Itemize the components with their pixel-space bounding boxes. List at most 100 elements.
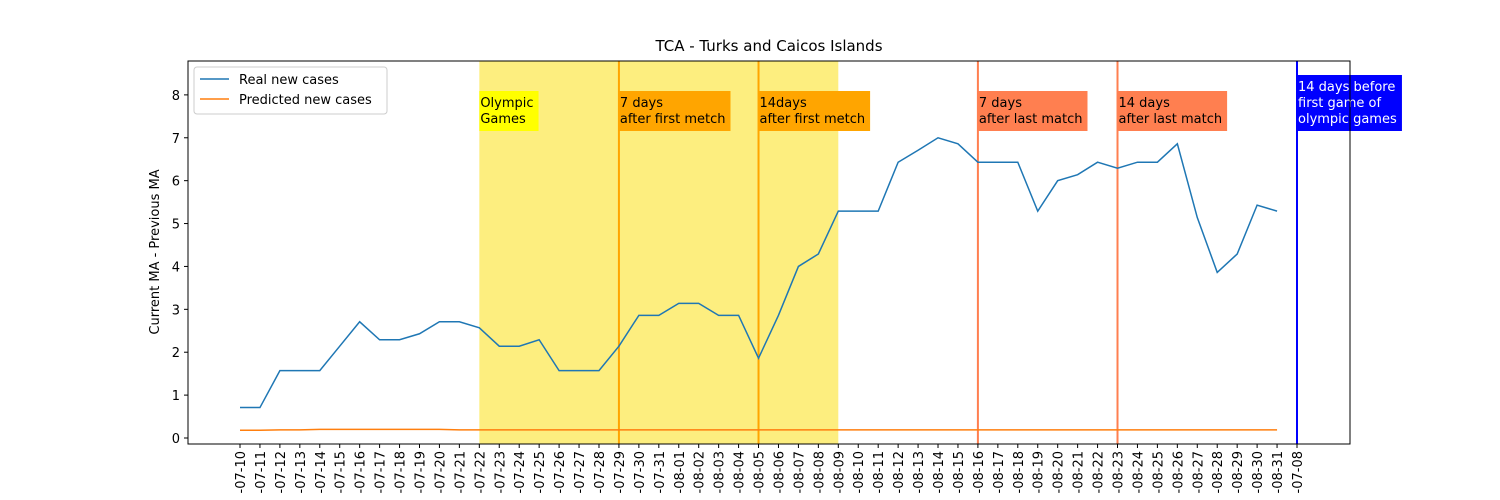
- x-tick-label: -08-27: [1191, 451, 1206, 493]
- x-tick-label: -08-07: [792, 451, 807, 493]
- annotation: 7 days after last match: [977, 91, 1088, 131]
- x-tick-label: -07-26: [553, 451, 568, 493]
- x-tick-label: -07-15: [334, 451, 349, 493]
- annotation: 14 days before first game of olympic games: [1297, 75, 1402, 131]
- x-tick-label: -07-22: [473, 451, 488, 493]
- x-tick-label: -07-13: [294, 451, 309, 493]
- x-tick-label: -08-23: [1112, 451, 1127, 493]
- x-tick-label: -08-08: [812, 451, 827, 493]
- annotation-line: 7 days: [979, 96, 1022, 111]
- x-tick-label: -08-15: [952, 451, 967, 493]
- x-tick-label: -08-19: [1032, 451, 1047, 493]
- x-tick-label: -08-02: [693, 451, 708, 493]
- x-tick-label: -07-20: [433, 451, 448, 493]
- x-tick-label: -07-29: [613, 451, 628, 493]
- x-tick-label: -07-08: [1291, 451, 1306, 493]
- x-tick-label: -08-24: [1131, 451, 1146, 493]
- annotation-box: [479, 91, 539, 131]
- x-tick-label: -08-10: [852, 451, 867, 493]
- x-tick-label: -07-10: [234, 451, 249, 493]
- x-tick-label: -08-13: [912, 451, 927, 493]
- legend-box: [193, 66, 388, 115]
- x-tick-label: -07-23: [493, 451, 508, 493]
- annotation-line: after first metch: [620, 112, 726, 127]
- y-tick-label: 2: [172, 346, 180, 361]
- x-tick-label: -08-03: [713, 451, 728, 493]
- x-tick-label: -08-01: [673, 451, 688, 493]
- annotation-text: 7 days after first metch: [620, 96, 726, 127]
- annotation-line: olympic games: [1298, 112, 1397, 127]
- x-tick-label: -07-24: [513, 451, 528, 493]
- x-tick-label: -07-19: [413, 451, 428, 493]
- x-tick-label: -07-27: [573, 451, 588, 493]
- y-tick-label: 7: [172, 132, 180, 147]
- annotation: 7 days after first metch: [618, 91, 731, 131]
- annotation-line: Olympic: [480, 96, 533, 111]
- series-line: [240, 136, 1278, 409]
- x-tick-label: -08-18: [1012, 451, 1027, 493]
- x-tick-label: -07-30: [633, 451, 648, 493]
- x-tick-label: -08-25: [1151, 451, 1166, 493]
- legend: Real new cases Predicted new cases: [193, 66, 388, 115]
- annotation-text: 14days after first metch: [760, 96, 866, 127]
- annotation-line: 14 days before: [1298, 80, 1395, 95]
- annotation-line: 7 days: [620, 96, 663, 111]
- annotation-line: after last match: [1119, 112, 1223, 127]
- annotation: Olympic Games: [479, 91, 539, 131]
- annotation-line: 14days: [760, 96, 807, 111]
- x-tick-label: -08-12: [892, 451, 907, 493]
- annotation-text: Olympic Games: [480, 96, 533, 127]
- x-tick-label: -08-20: [1052, 451, 1067, 493]
- annotation-line: after last match: [979, 112, 1083, 127]
- y-tick-label: 5: [172, 218, 180, 233]
- y-tick-label: 4: [172, 260, 180, 275]
- y-tick-label: 8: [172, 89, 180, 104]
- y-tick-label: 1: [172, 389, 180, 404]
- x-tick-label: -07-21: [453, 451, 468, 493]
- annotation-text: 14 days before first game of olympic games: [1298, 80, 1397, 127]
- x-tick-label: -08-30: [1251, 451, 1266, 493]
- legend-label: Real new cases: [239, 73, 339, 88]
- annotation-box: [618, 91, 731, 131]
- y-tick-label: 6: [172, 175, 180, 190]
- x-tick-label: -08-26: [1171, 451, 1186, 493]
- y-tick-label: 3: [172, 303, 180, 318]
- y-axis-label: Current MA - Previous MA: [148, 169, 163, 334]
- x-tick-label: -08-22: [1092, 451, 1107, 493]
- annotation-box: [758, 91, 871, 131]
- x-tick-label: -07-11: [254, 451, 269, 493]
- x-tick-label: -08-31: [1271, 451, 1286, 493]
- x-tick-label: -07-16: [354, 451, 369, 493]
- x-tick-label: -07-18: [394, 451, 409, 493]
- x-tick-label: -08-14: [932, 451, 947, 493]
- chart-title: TCA - Turks and Caicos Islands: [654, 37, 882, 55]
- annotation: 14days after first metch: [758, 91, 871, 131]
- x-tick-label: -08-21: [1072, 451, 1087, 493]
- annotation-line: after first metch: [760, 112, 866, 127]
- x-tick-label: -08-28: [1211, 451, 1226, 493]
- y-tick-label: 0: [172, 432, 180, 447]
- x-tick-label: -07-28: [593, 451, 608, 493]
- annotation-box: [1117, 91, 1228, 131]
- x-tick-label: -08-05: [753, 451, 768, 493]
- annotation-line: 14 days: [1119, 96, 1171, 111]
- x-tick-label: -08-04: [733, 451, 748, 493]
- legend-label: Predicted new cases: [239, 93, 372, 108]
- x-tick-label: -07-12: [274, 451, 289, 493]
- series-line: [240, 428, 1278, 432]
- x-tick-label: -07-14: [314, 451, 329, 493]
- x-tick-label: -08-29: [1231, 451, 1246, 493]
- annotation-line: Games: [480, 112, 526, 127]
- x-tick-label: -08-16: [972, 451, 987, 493]
- annotation-text: 14 days after last match: [1119, 96, 1223, 127]
- plot-frame: [187, 60, 1351, 445]
- x-tick-label: -08-11: [872, 451, 887, 493]
- annotation: 14 days after last match: [1117, 91, 1228, 131]
- annotation-box: [977, 91, 1088, 131]
- annotation-line: first game of: [1298, 96, 1382, 111]
- x-tick-label: -07-25: [533, 451, 548, 493]
- x-tick-label: -08-09: [832, 451, 847, 493]
- annotation-box: [1297, 75, 1402, 131]
- x-tick-label: -07-17: [374, 451, 389, 493]
